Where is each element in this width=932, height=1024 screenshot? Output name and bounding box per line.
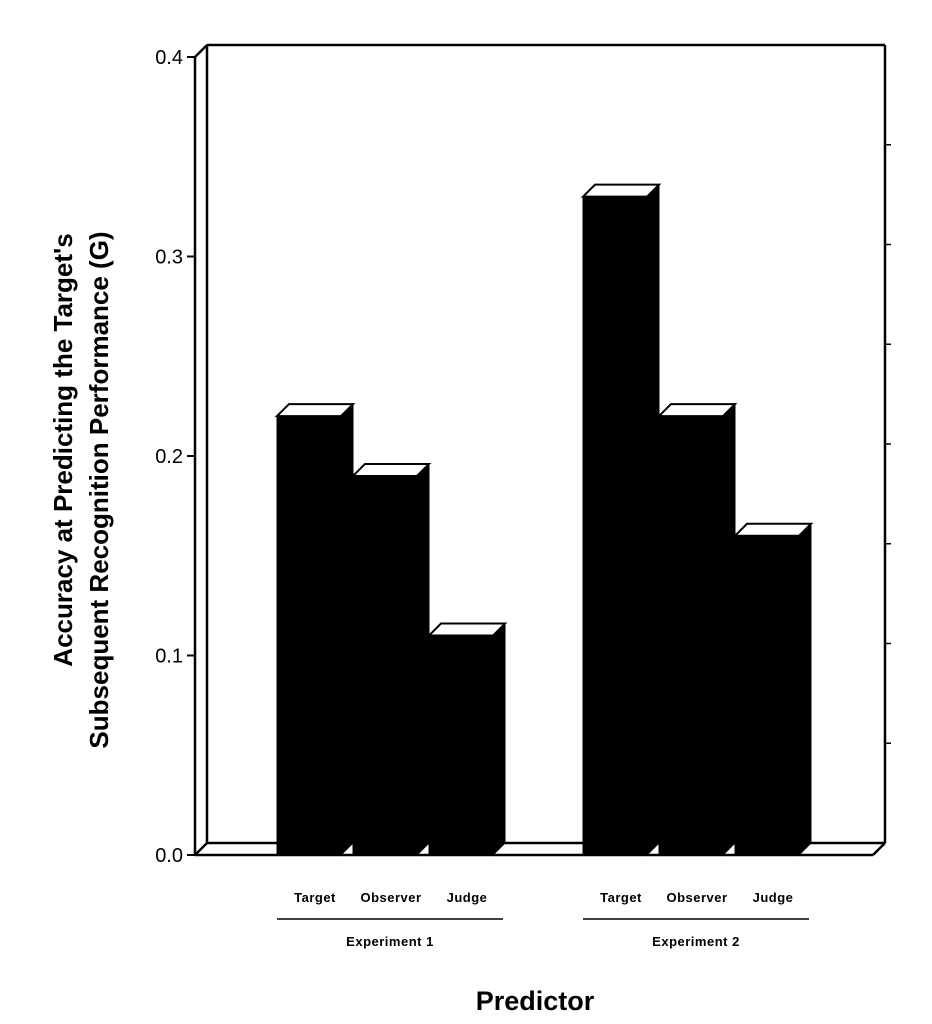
category-label: Observer [666,890,727,905]
bar [580,183,662,857]
bar-top [580,183,662,198]
bar-top [656,403,738,418]
bar-front [582,196,648,856]
y-tick-label: 0.2 [155,446,183,468]
bar-front [428,635,494,856]
bar [656,402,738,857]
bar [732,522,814,857]
bar-side [492,622,506,857]
y-tick-label: 0.0 [155,845,183,867]
group-label: Experiment 2 [652,934,740,949]
y-axis-ticks: 0.0 0.1 0.2 0.3 0.4 [155,47,891,867]
bar-side [646,183,660,857]
y-tick-label: 0.1 [155,646,183,668]
y-axis-title-line-2: Subsequent Recognition Performance (G) [84,231,114,748]
bar-front [734,535,800,856]
frame-top-corner [194,44,208,58]
x-axis-labels: Target Observer Judge Experiment 1 Target Obs… [277,890,809,949]
category-label: Observer [360,890,421,905]
bar-top [350,462,432,477]
y-axis-title-line-1: Accuracy at Predicting the Target's [48,233,78,666]
bar [350,462,432,857]
category-label: Target [600,890,642,905]
bar-front [352,475,418,856]
bar [426,622,508,857]
y-tick-label: 0.4 [155,47,183,69]
group-label: Experiment 1 [346,934,434,949]
x-axis-title: Predictor [476,986,595,1016]
bar-side [722,402,736,857]
bar-front [276,415,342,856]
category-label: Judge [447,890,488,905]
bars [274,183,814,857]
bar-front [658,415,724,856]
category-label: Judge [753,890,794,905]
bar-top [274,403,356,418]
category-label: Target [294,890,336,905]
floor-left-edge [194,842,208,856]
bar-top [426,622,508,637]
bar-side [416,462,430,857]
floor-right-edge [872,842,886,856]
bar [274,402,356,857]
bar-side [798,522,812,857]
bar-top [732,522,814,537]
bar-side [340,402,354,857]
y-tick-label: 0.3 [155,247,183,269]
